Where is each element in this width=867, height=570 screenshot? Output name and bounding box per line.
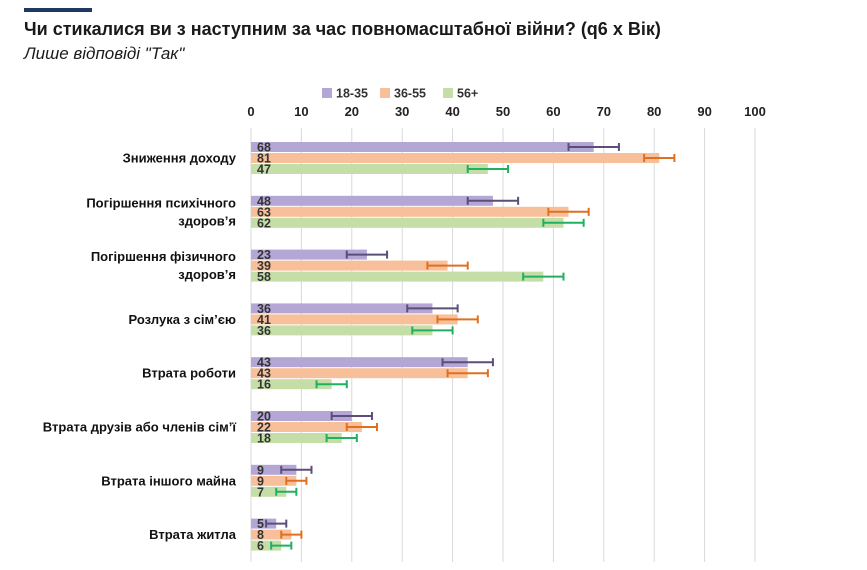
data-label: 43 bbox=[257, 356, 271, 370]
data-label: 43 bbox=[257, 367, 271, 381]
bar bbox=[251, 206, 569, 217]
category-label: Втрата друзів або членів сім’ї bbox=[43, 420, 237, 435]
x-tick-label: 60 bbox=[546, 104, 560, 119]
data-label: 9 bbox=[257, 474, 264, 488]
x-tick-label: 10 bbox=[294, 104, 308, 119]
bar bbox=[251, 217, 564, 228]
data-label: 7 bbox=[257, 485, 264, 499]
bar bbox=[251, 379, 332, 390]
bar bbox=[251, 260, 448, 271]
category-label: Погіршення психічного bbox=[86, 195, 236, 210]
legend-swatch bbox=[322, 88, 332, 98]
bar bbox=[251, 195, 493, 206]
data-label: 63 bbox=[257, 205, 271, 219]
x-tick-label: 100 bbox=[744, 104, 766, 119]
bar bbox=[251, 368, 468, 379]
data-label: 62 bbox=[257, 216, 271, 230]
category-label: здоров’я bbox=[178, 213, 236, 228]
x-tick-label: 50 bbox=[496, 104, 510, 119]
data-label: 36 bbox=[257, 324, 271, 338]
category-label: Розлука з сім’єю bbox=[129, 312, 237, 327]
x-tick-label: 70 bbox=[597, 104, 611, 119]
bar bbox=[251, 164, 488, 174]
bar bbox=[251, 475, 297, 486]
data-label: 23 bbox=[257, 248, 271, 262]
x-tick-label: 0 bbox=[247, 104, 254, 119]
category-label: Зниження доходу bbox=[123, 151, 237, 166]
data-label: 68 bbox=[257, 141, 271, 155]
x-tick-label: 80 bbox=[647, 104, 661, 119]
category-label: Втрата роботи bbox=[142, 366, 236, 381]
data-label: 48 bbox=[257, 194, 271, 208]
bar bbox=[251, 142, 594, 152]
bar bbox=[251, 433, 342, 443]
chart-title: Чи стикалися ви з наступним за час повно… bbox=[24, 19, 661, 39]
bar bbox=[251, 518, 277, 529]
bar bbox=[251, 249, 367, 260]
category-label: Втрата іншого майна bbox=[101, 473, 237, 488]
data-label: 9 bbox=[257, 463, 264, 477]
bar bbox=[251, 271, 544, 282]
bar bbox=[251, 303, 433, 314]
x-tick-label: 40 bbox=[445, 104, 459, 119]
data-label: 36 bbox=[257, 302, 271, 316]
data-label: 39 bbox=[257, 259, 271, 273]
bar bbox=[251, 314, 458, 325]
data-label: 5 bbox=[257, 517, 264, 531]
data-label: 41 bbox=[257, 313, 271, 327]
bar bbox=[251, 486, 287, 497]
bar bbox=[251, 411, 352, 421]
bar bbox=[251, 325, 433, 336]
data-label: 16 bbox=[257, 378, 271, 392]
x-tick-label: 90 bbox=[697, 104, 711, 119]
data-label: 47 bbox=[257, 163, 271, 177]
legend-label: 18-35 bbox=[336, 87, 368, 101]
data-label: 8 bbox=[257, 528, 264, 542]
bar bbox=[251, 153, 660, 163]
legend-swatch bbox=[380, 88, 390, 98]
legend-label: 56+ bbox=[457, 87, 478, 101]
data-label: 81 bbox=[257, 152, 271, 166]
legend-swatch bbox=[443, 88, 453, 98]
bar bbox=[251, 357, 468, 368]
chart-subtitle: Лише відповіді "Так" bbox=[24, 44, 185, 63]
accent-bar bbox=[24, 8, 92, 12]
x-tick-label: 30 bbox=[395, 104, 409, 119]
x-tick-label: 20 bbox=[345, 104, 359, 119]
data-label: 20 bbox=[257, 410, 271, 424]
legend-label: 36-55 bbox=[394, 87, 426, 101]
data-label: 6 bbox=[257, 539, 264, 553]
category-label: Погіршення фізичного bbox=[91, 249, 236, 264]
category-label: здоров’я bbox=[178, 267, 236, 282]
data-label: 58 bbox=[257, 270, 271, 284]
data-label: 22 bbox=[257, 421, 271, 435]
category-label: Втрата житла bbox=[149, 527, 237, 542]
bar bbox=[251, 540, 282, 551]
bar bbox=[251, 529, 292, 540]
bar bbox=[251, 464, 297, 475]
data-label: 18 bbox=[257, 432, 271, 446]
bar bbox=[251, 422, 362, 432]
